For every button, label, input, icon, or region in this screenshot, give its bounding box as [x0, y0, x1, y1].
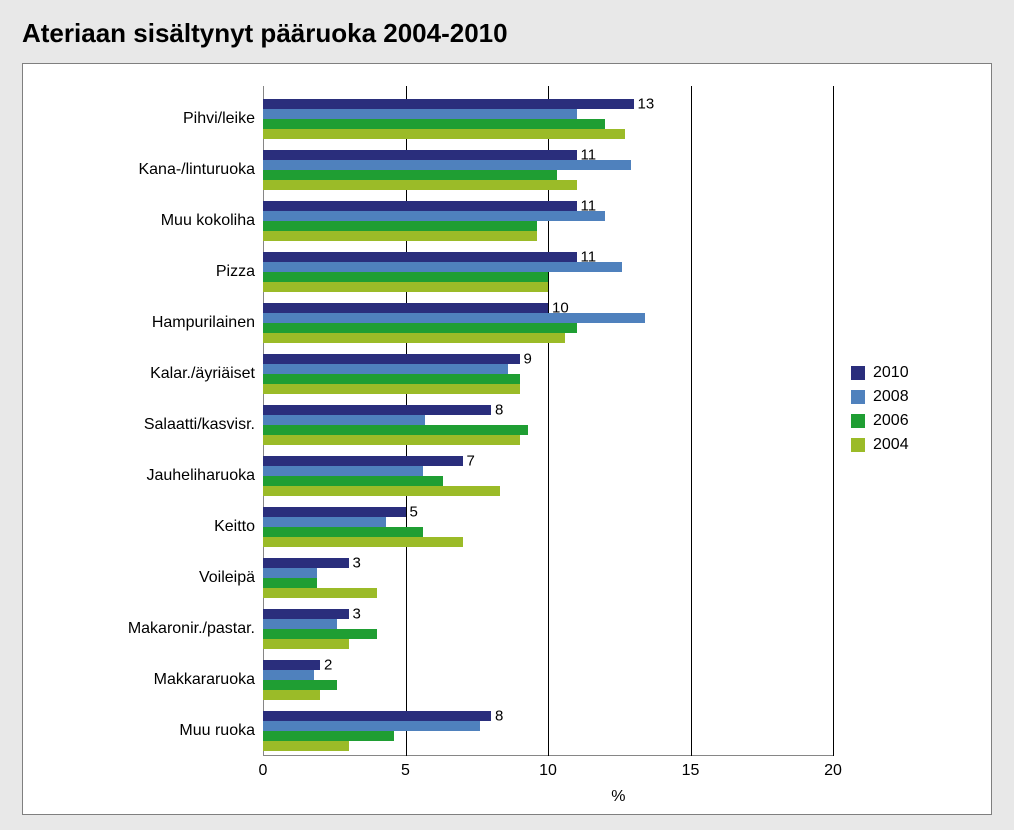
bar: [263, 231, 537, 241]
category-label: Makkararuoka: [154, 671, 255, 689]
category-label: Jauheliharuoka: [146, 467, 255, 485]
bar: [263, 629, 377, 639]
bar: [263, 109, 577, 119]
category-label: Keitto: [214, 518, 255, 536]
category-label: Salaatti/kasvisr.: [144, 416, 255, 434]
x-tick-label: 0: [259, 762, 268, 780]
legend-swatch: [851, 390, 865, 404]
bar: [263, 201, 577, 211]
gridline: [691, 86, 692, 756]
bar-data-label: 2: [324, 657, 332, 674]
bar: [263, 486, 500, 496]
legend: 2010 2008 2006 2004: [851, 364, 981, 460]
bar: [263, 99, 634, 109]
bar: [263, 578, 317, 588]
bar: [263, 731, 394, 741]
bar: [263, 425, 528, 435]
legend-label: 2004: [873, 436, 909, 454]
bar: [263, 333, 565, 343]
category-label: Kalar./äyriäiset: [150, 365, 255, 383]
bar: [263, 517, 386, 527]
bar: [263, 119, 605, 129]
bar-data-label: 5: [410, 504, 418, 521]
bar: [263, 435, 520, 445]
category-label: Hampurilainen: [152, 314, 255, 332]
x-tick-label: 20: [824, 762, 842, 780]
bar: [263, 262, 622, 272]
legend-label: 2006: [873, 412, 909, 430]
bar: [263, 527, 423, 537]
bar: [263, 568, 317, 578]
bar: [263, 354, 520, 364]
bar: [263, 415, 425, 425]
bar: [263, 211, 605, 221]
legend-swatch: [851, 414, 865, 428]
x-tick-label: 15: [682, 762, 700, 780]
plot-area: 05101520%131111111098753328: [263, 86, 833, 756]
bar: [263, 476, 443, 486]
bar: [263, 588, 377, 598]
legend-item: 2006: [851, 412, 981, 430]
bar-data-label: 3: [353, 606, 361, 623]
legend-label: 2010: [873, 364, 909, 382]
bar: [263, 609, 349, 619]
chart-frame: 05101520%131111111098753328 201020082006…: [22, 63, 992, 815]
category-label: Voileipä: [199, 569, 255, 587]
bar: [263, 282, 548, 292]
bar: [263, 323, 577, 333]
bar: [263, 680, 337, 690]
legend-item: 2008: [851, 388, 981, 406]
bar: [263, 221, 537, 231]
bar-data-label: 13: [638, 96, 655, 113]
legend-label: 2008: [873, 388, 909, 406]
bar: [263, 364, 508, 374]
bar: [263, 711, 491, 721]
bar-data-label: 8: [495, 402, 503, 419]
x-axis-title: %: [611, 788, 625, 806]
x-tick-label: 5: [401, 762, 410, 780]
bar: [263, 741, 349, 751]
bar: [263, 670, 314, 680]
bar: [263, 160, 631, 170]
bar: [263, 170, 557, 180]
bar: [263, 619, 337, 629]
category-label: Makaronir./pastar.: [128, 620, 255, 638]
bar: [263, 150, 577, 160]
bar: [263, 507, 406, 517]
bar: [263, 721, 480, 731]
category-label: Muu ruoka: [179, 722, 255, 740]
legend-item: 2010: [851, 364, 981, 382]
bar: [263, 272, 548, 282]
bar: [263, 466, 423, 476]
bar: [263, 129, 625, 139]
bar: [263, 660, 320, 670]
bar: [263, 405, 491, 415]
bar: [263, 252, 577, 262]
bar-data-label: 7: [467, 453, 475, 470]
chart-title: Ateriaan sisältynyt pääruoka 2004-2010: [22, 18, 992, 49]
legend-item: 2004: [851, 436, 981, 454]
bar: [263, 384, 520, 394]
bar: [263, 639, 349, 649]
bar: [263, 537, 463, 547]
category-label: Pizza: [216, 263, 255, 281]
bar: [263, 690, 320, 700]
legend-swatch: [851, 438, 865, 452]
bar: [263, 303, 548, 313]
x-tick-label: 10: [539, 762, 557, 780]
category-label: Muu kokoliha: [161, 212, 255, 230]
category-label: Pihvi/leike: [183, 110, 255, 128]
bar: [263, 180, 577, 190]
gridline: [833, 86, 834, 756]
bar: [263, 456, 463, 466]
legend-swatch: [851, 366, 865, 380]
bar: [263, 374, 520, 384]
bar-data-label: 8: [495, 708, 503, 725]
bar: [263, 313, 645, 323]
bar-data-label: 9: [524, 351, 532, 368]
bar: [263, 558, 349, 568]
bar-data-label: 3: [353, 555, 361, 572]
category-label: Kana-/linturuoka: [138, 161, 255, 179]
